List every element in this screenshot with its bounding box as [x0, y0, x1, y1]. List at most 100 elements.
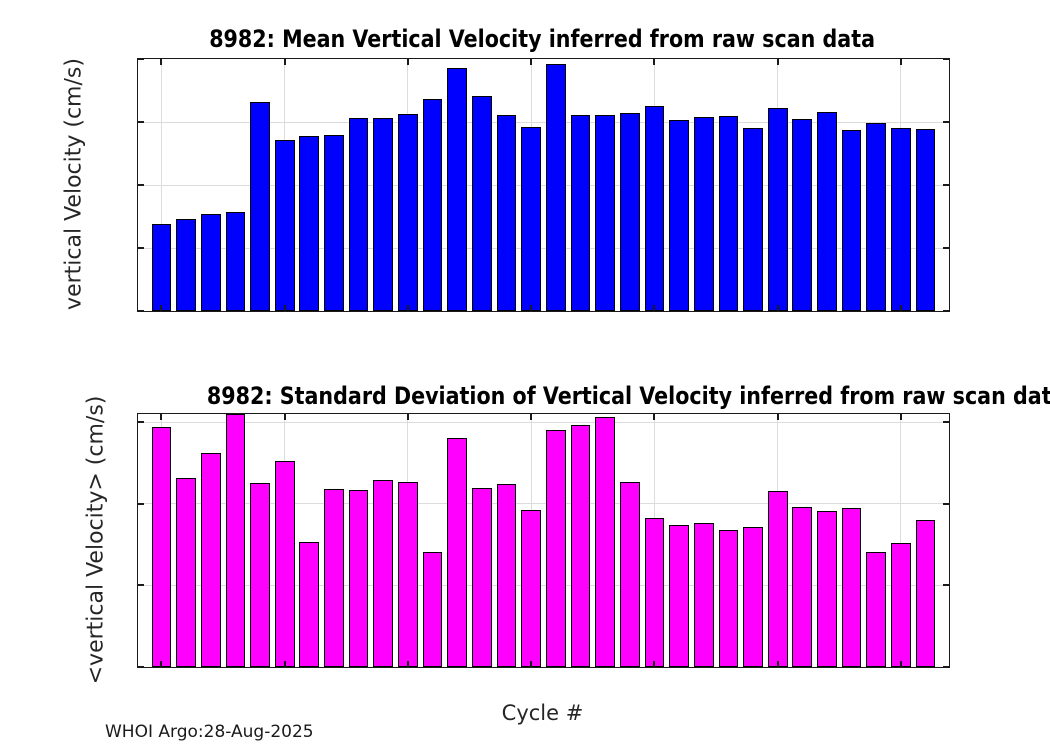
tick-mark	[776, 59, 779, 65]
tick-mark	[776, 414, 779, 420]
bar	[225, 212, 246, 311]
tick-mark	[138, 421, 144, 424]
bar	[669, 525, 689, 667]
tick-mark	[943, 247, 949, 249]
tick-mark	[406, 305, 409, 311]
bar	[200, 213, 221, 311]
tick-mark	[943, 421, 949, 424]
tick-mark	[138, 59, 144, 60]
bar	[644, 106, 665, 311]
bar	[447, 67, 468, 311]
bar	[767, 491, 788, 667]
tick-mark	[653, 661, 656, 667]
bar	[348, 118, 369, 311]
bar	[792, 119, 813, 311]
bar	[176, 219, 196, 311]
tick-mark	[530, 661, 533, 667]
tick-mark	[943, 502, 949, 505]
tick-mark	[283, 414, 286, 420]
bar	[200, 452, 221, 667]
tick-mark	[776, 661, 779, 667]
tick-mark	[406, 59, 409, 65]
bar	[693, 523, 714, 667]
bar	[151, 224, 172, 311]
tick-mark	[138, 666, 144, 667]
tick-mark	[406, 661, 409, 667]
tick-mark	[943, 666, 949, 667]
bar	[669, 120, 689, 311]
bar	[595, 115, 615, 311]
tick-mark	[138, 502, 144, 505]
tick-mark	[943, 59, 949, 60]
bar	[792, 506, 813, 667]
tick-mark	[530, 59, 533, 65]
mean-velocity-chart-title: 8982: Mean Vertical Velocity inferred fr…	[209, 25, 876, 53]
bar	[619, 112, 640, 311]
mean-velocity-ylabel: vertical Velocity (cm/s)	[61, 58, 87, 310]
tick-mark	[138, 310, 144, 311]
bar	[225, 414, 246, 667]
bar	[250, 482, 270, 667]
tick-mark	[653, 414, 656, 420]
bar	[743, 526, 763, 667]
bar	[644, 518, 665, 667]
tick-mark	[653, 59, 656, 65]
bar	[496, 115, 517, 311]
bar	[743, 127, 763, 311]
tick-mark	[160, 305, 163, 311]
x-axis-label: Cycle #	[501, 701, 584, 725]
std-velocity-plot-area: 0246051015202530	[138, 414, 949, 667]
bar	[274, 461, 295, 667]
bar	[866, 123, 887, 311]
bar	[299, 136, 320, 311]
gridline-x	[900, 414, 902, 667]
bar	[373, 118, 394, 311]
tick-mark	[406, 414, 409, 420]
tick-mark	[160, 414, 163, 420]
bar	[447, 438, 468, 667]
bar	[891, 542, 911, 667]
tick-mark	[943, 310, 949, 311]
bar	[422, 552, 443, 667]
tick-mark	[899, 305, 902, 311]
tick-mark	[138, 584, 144, 587]
tick-mark	[283, 59, 286, 65]
gridline-y	[138, 584, 949, 586]
bar	[817, 510, 837, 667]
bar	[570, 115, 591, 311]
bar	[250, 102, 270, 311]
bar	[619, 481, 640, 667]
bar	[151, 427, 172, 667]
mean-velocity-plot-area: 010203040051015202530	[138, 59, 949, 311]
gridline-y	[138, 247, 949, 249]
std-velocity-chart-title: 8982: Standard Deviation of Vertical Vel…	[206, 382, 1050, 410]
bar	[718, 115, 739, 311]
gridline-y	[138, 184, 949, 186]
bar	[841, 508, 862, 667]
bar	[866, 551, 887, 667]
std-velocity-chart: 0246051015202530	[137, 413, 950, 668]
tick-mark	[899, 59, 902, 65]
gridline-y	[138, 121, 949, 123]
bar	[891, 128, 911, 311]
tick-mark	[530, 414, 533, 420]
bar	[496, 484, 517, 667]
gridline-y	[138, 503, 949, 505]
bar	[521, 509, 542, 667]
bar	[472, 96, 492, 311]
tick-mark	[943, 584, 949, 587]
mean-velocity-chart: 010203040051015202530	[137, 58, 950, 312]
tick-mark	[943, 121, 949, 123]
bar	[570, 425, 591, 667]
bar	[348, 489, 369, 667]
tick-mark	[138, 247, 144, 249]
bar	[767, 108, 788, 311]
tick-mark	[160, 661, 163, 667]
bar	[472, 487, 492, 667]
bar	[595, 417, 615, 667]
tick-mark	[283, 661, 286, 667]
bar	[521, 127, 542, 311]
footer-note: WHOI Argo:28-Aug-2025	[105, 722, 314, 742]
bar	[693, 116, 714, 311]
bar	[299, 542, 320, 667]
